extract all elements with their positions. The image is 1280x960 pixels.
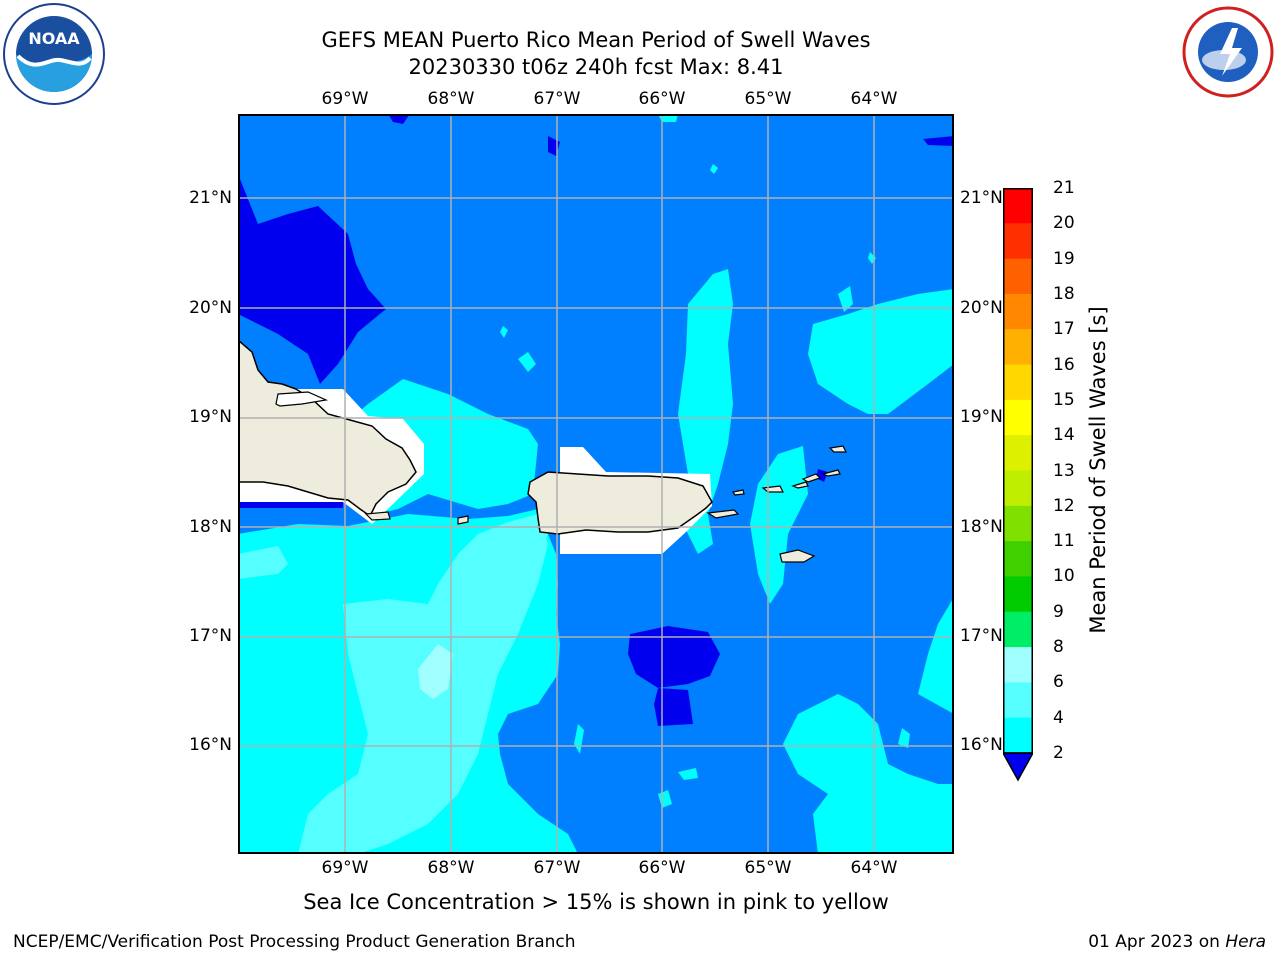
lat-label-right: 16°N (960, 735, 1003, 755)
land-hispaniola (238, 339, 417, 518)
footer-date: 01 Apr 2023 on Hera (1088, 932, 1266, 952)
lat-label-right: 20°N (960, 298, 1003, 318)
colorbar-tick-label: 12 (1053, 495, 1075, 516)
colorbar-tick-label: 2 (1053, 743, 1064, 763)
colorbar-extend-arrow (1003, 752, 1033, 782)
colorbar-tick-label: 10 (1053, 566, 1075, 587)
lon-label-bottom: 68°W (427, 858, 475, 878)
lat-label-right: 21°N (960, 188, 1003, 208)
lon-label-bottom: 66°W (638, 858, 686, 878)
colorbar-tick-label: 8 (1053, 637, 1064, 658)
colorbar-band (1003, 611, 1033, 648)
colorbar-band (1003, 293, 1033, 330)
noaa-logo-text: NOAA (28, 29, 80, 48)
colorbar-band (1003, 717, 1033, 754)
colorbar-tick-label: 17 (1053, 319, 1075, 340)
land-virgin-islands (706, 445, 847, 563)
lat-label-left: 16°N (189, 735, 232, 755)
colorbar-tick-label: 6 (1053, 672, 1064, 693)
swell-period-map (238, 114, 954, 854)
lon-label-bottom: 65°W (744, 858, 792, 878)
colorbar-tick-label: 21 (1053, 178, 1075, 198)
lon-label-top: 67°W (533, 89, 581, 109)
lat-label-left: 19°N (189, 407, 232, 427)
colorbar-band (1003, 258, 1033, 295)
lat-label-right: 19°N (960, 407, 1003, 427)
lat-label-left: 20°N (189, 298, 232, 318)
colorbar-tick-label: 19 (1053, 248, 1075, 269)
colorbar-title: Mean Period of Swell Waves [s] (1086, 306, 1110, 634)
colorbar-tick-label: 16 (1053, 354, 1075, 375)
colorbar (1003, 188, 1033, 782)
colorbar-tick-label: 18 (1053, 283, 1075, 304)
lat-label-right: 18°N (960, 517, 1003, 537)
lat-label-left: 17°N (189, 626, 232, 646)
nws-logo-icon (1182, 6, 1274, 98)
land-saona (364, 511, 391, 521)
lat-label-left: 21°N (189, 188, 232, 208)
chart-subtitle: 20230330 t06z 240h fcst Max: 8.41 (408, 55, 784, 79)
lat-label-left: 18°N (189, 517, 232, 537)
colorbar-tick-label: 11 (1053, 531, 1075, 552)
colorbar-frame (1003, 188, 1033, 754)
colorbar-tick-label: 4 (1053, 707, 1064, 728)
colorbar-band (1003, 364, 1033, 401)
lon-label-top: 68°W (427, 89, 475, 109)
field-8-9 (418, 644, 453, 699)
lon-label-top: 64°W (850, 89, 898, 109)
lon-label-bottom: 69°W (321, 858, 369, 878)
colorbar-tick-label: 20 (1053, 213, 1075, 234)
map-frame (238, 114, 954, 854)
footer-date-text: 01 Apr 2023 on (1088, 932, 1226, 952)
lon-label-bottom: 64°W (850, 858, 898, 878)
colorbar-band (1003, 541, 1033, 577)
colorbar-band (1003, 470, 1033, 507)
samana-bay (275, 391, 329, 407)
chart-title: GEFS MEAN Puerto Rico Mean Period of Swe… (321, 28, 871, 52)
colorbar-band (1003, 435, 1033, 471)
sea-ice-caption: Sea Ice Concentration > 15% is shown in … (303, 890, 889, 914)
colorbar-band (1003, 647, 1033, 683)
colorbar-tick-label: 14 (1053, 425, 1075, 446)
footer-host: Hera (1225, 932, 1266, 952)
colorbar-tick-label: 15 (1053, 389, 1075, 410)
colorbar-band (1003, 576, 1033, 613)
colorbar-band (1003, 505, 1033, 542)
colorbar-tick-label: 13 (1053, 460, 1075, 481)
gridlines (238, 114, 954, 854)
lon-label-top: 65°W (744, 89, 792, 109)
colorbar-band (1003, 188, 1033, 224)
lat-label-right: 17°N (960, 626, 1003, 646)
lon-label-bottom: 67°W (533, 858, 581, 878)
noaa-logo-icon: NOAA (3, 3, 105, 105)
lon-label-top: 66°W (638, 89, 686, 109)
colorbar-band (1003, 223, 1033, 260)
colorbar-band (1003, 399, 1033, 436)
lon-label-top: 69°W (321, 89, 369, 109)
colorbar-tick-label: 9 (1053, 601, 1064, 622)
land-puerto-rico (527, 471, 713, 535)
colorbar-band (1003, 682, 1033, 719)
colorbar-band (1003, 329, 1033, 366)
land-mona (457, 515, 469, 525)
footer-credit: NCEP/EMC/Verification Post Processing Pr… (13, 932, 576, 952)
